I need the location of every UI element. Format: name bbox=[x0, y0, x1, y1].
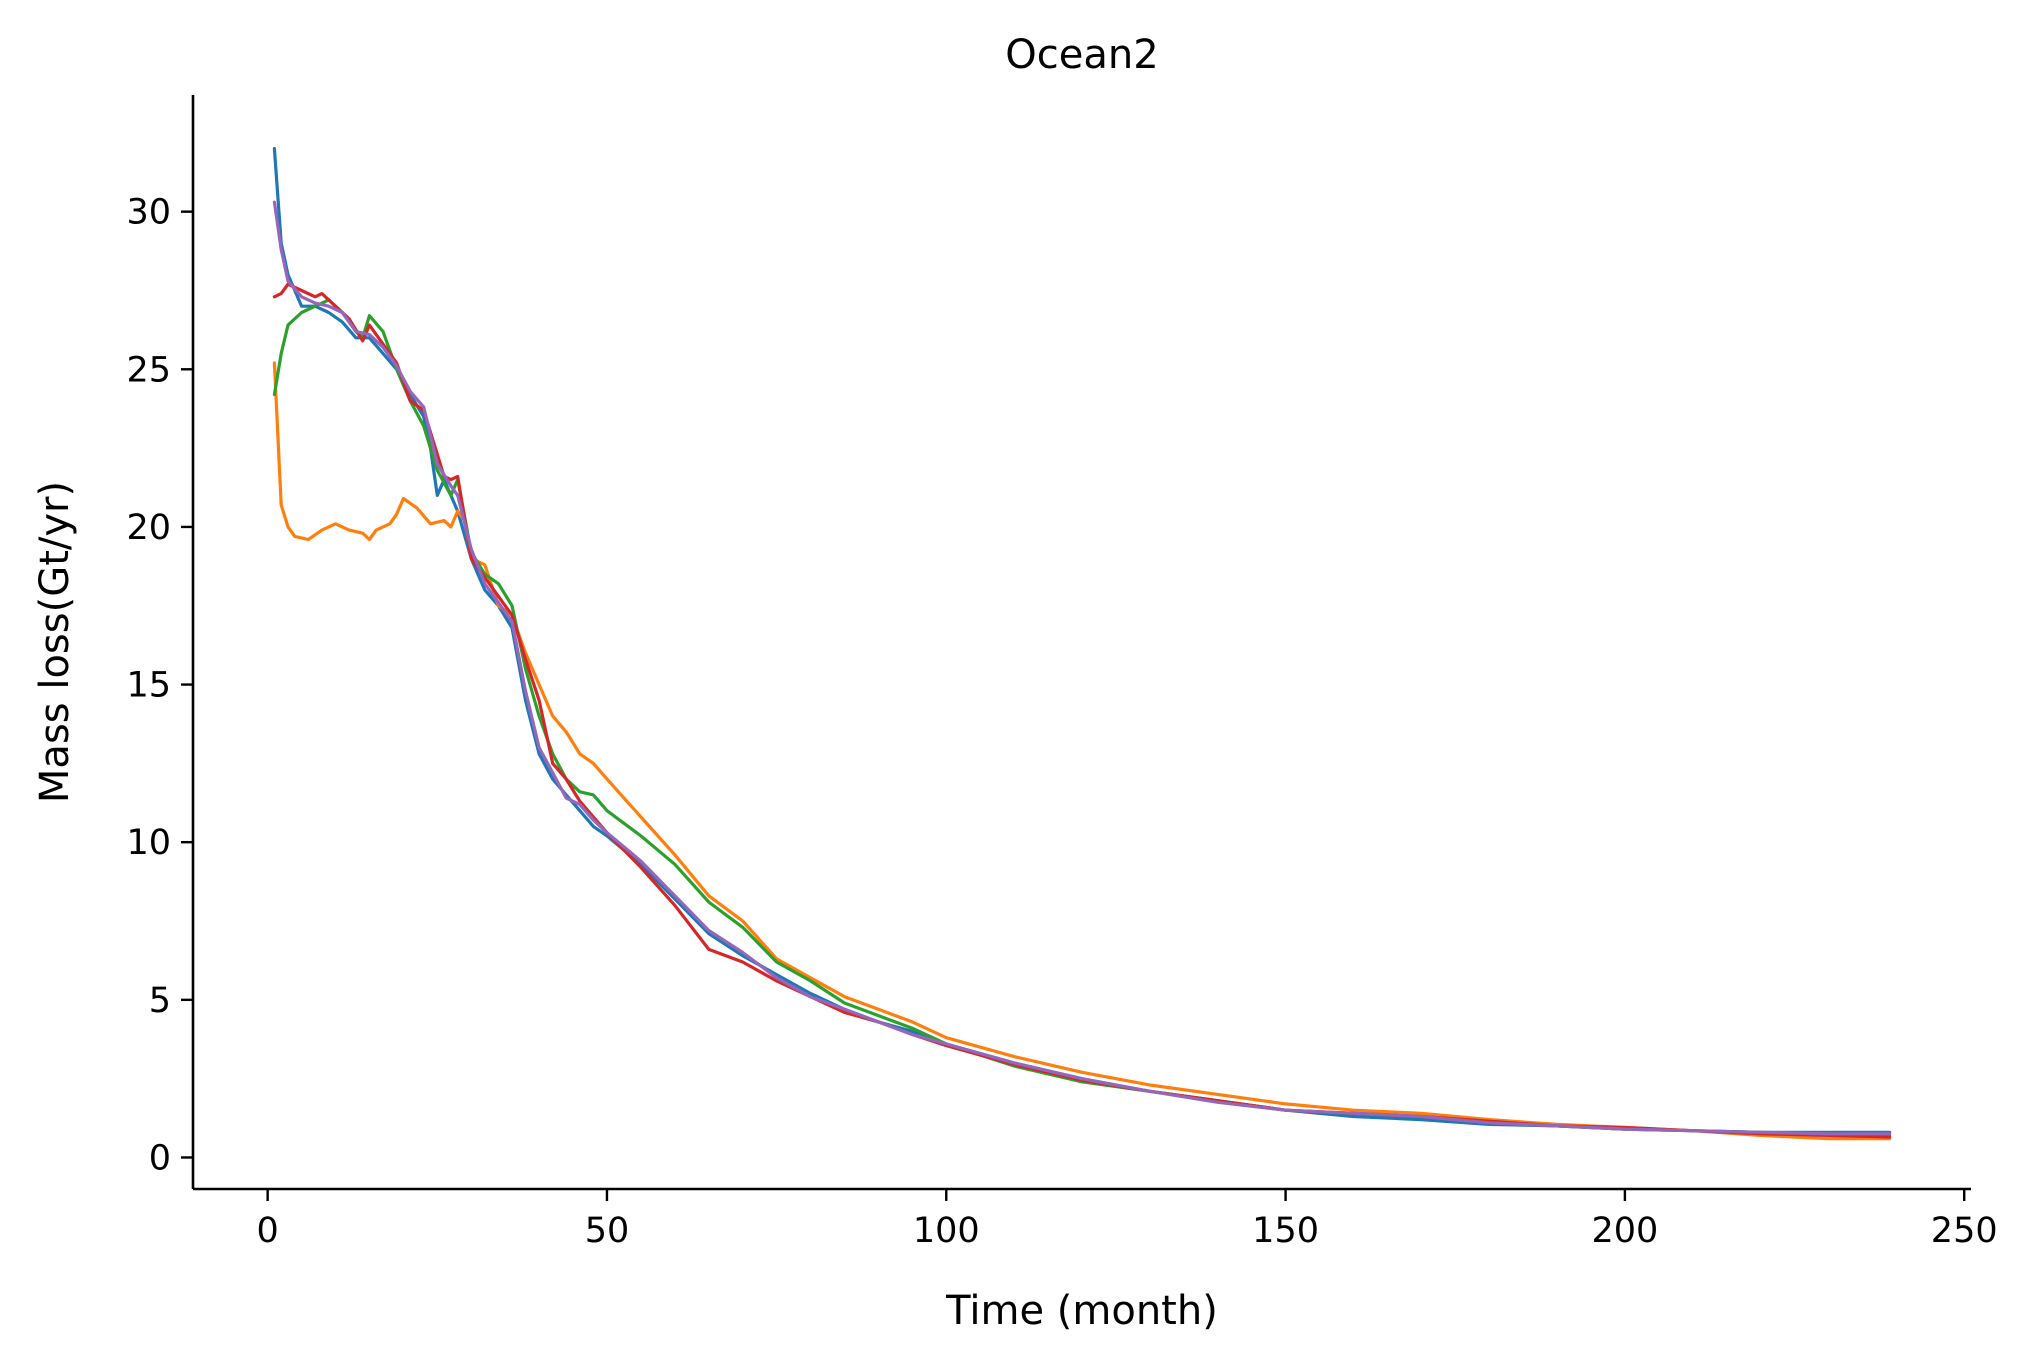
y-tick-label: 30 bbox=[126, 193, 171, 233]
chart-title: Ocean2 bbox=[1005, 32, 1158, 78]
y-tick-label: 25 bbox=[126, 350, 171, 390]
y-tick-label: 15 bbox=[126, 666, 171, 706]
x-tick-label: 250 bbox=[1931, 1211, 1998, 1251]
line-series-4 bbox=[272, 282, 1892, 1139]
line-series-3 bbox=[272, 298, 1892, 1137]
y-tick-label: 10 bbox=[126, 823, 171, 863]
y-axis-ticks: 0 5 10 15 20 25 30 bbox=[126, 193, 193, 1178]
line-series-2 bbox=[272, 361, 1892, 1141]
y-tick-label: 20 bbox=[126, 508, 171, 548]
y-tick-label: 5 bbox=[149, 981, 171, 1021]
x-tick-label: 50 bbox=[585, 1211, 630, 1251]
x-axis-ticks: 0 50 100 150 200 250 bbox=[257, 1189, 1998, 1251]
line-series-5 bbox=[272, 200, 1892, 1136]
x-axis-label: Time (month) bbox=[945, 1288, 1218, 1334]
x-tick-label: 100 bbox=[913, 1211, 980, 1251]
x-tick-label: 200 bbox=[1591, 1211, 1658, 1251]
y-axis-label: Mass loss(Gt/yr) bbox=[32, 481, 78, 803]
y-tick-label: 0 bbox=[149, 1138, 171, 1178]
x-tick-label: 150 bbox=[1252, 1211, 1319, 1251]
series-lines bbox=[272, 147, 1892, 1141]
x-tick-label: 0 bbox=[257, 1211, 279, 1251]
